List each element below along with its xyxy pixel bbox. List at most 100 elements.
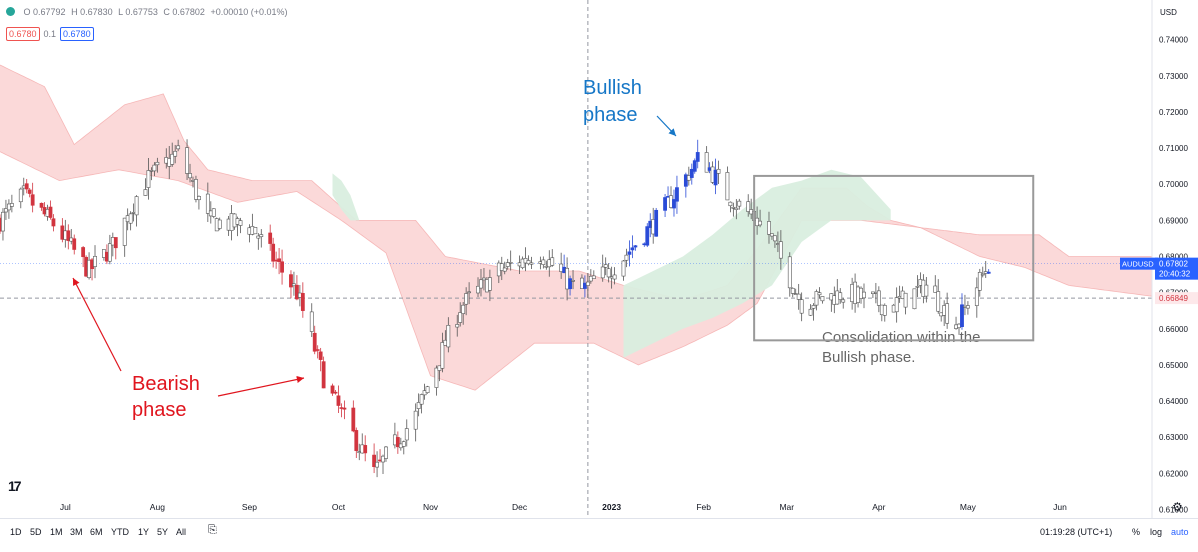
candle-body <box>903 292 908 308</box>
timeframe-1m-button[interactable]: 1M <box>50 527 63 537</box>
bearish-arrow-right <box>217 375 305 397</box>
candle-body <box>7 203 11 211</box>
candle-body <box>876 290 881 306</box>
candle-body <box>461 304 466 314</box>
timeframe-5d-button[interactable]: 5D <box>30 527 42 537</box>
candle-body <box>526 260 531 265</box>
percent-scale-button[interactable]: % <box>1132 527 1141 537</box>
candle-body <box>295 284 299 300</box>
consolidation-label-line: Bullish phase. <box>822 349 915 366</box>
candle-body <box>372 454 377 468</box>
log-scale-button[interactable]: log <box>1150 527 1163 537</box>
indicator-right-value: 0.6780 <box>60 27 94 41</box>
candle-body <box>808 308 813 316</box>
candle-body <box>663 197 667 211</box>
candle-body <box>24 183 29 190</box>
candle-body <box>933 285 938 293</box>
candle-body <box>155 161 160 166</box>
price-tick-label: 0.69000 <box>1159 216 1188 225</box>
timeframe-5y-button[interactable]: 5Y <box>157 527 169 537</box>
candle-body <box>568 278 572 290</box>
candle-body <box>695 152 700 162</box>
auto-scale-button[interactable]: auto <box>1171 527 1189 537</box>
last-price-countdown: 20:40:32 <box>1159 270 1191 279</box>
timeframe-ytd-button[interactable]: YTD <box>111 527 129 537</box>
timeframe-1y-button[interactable]: 1Y <box>138 527 150 537</box>
candle-body <box>585 281 590 286</box>
candle-body <box>1 211 5 232</box>
time-tick-label: Dec <box>512 502 528 512</box>
candle-body <box>796 293 801 300</box>
candle-body <box>502 267 507 272</box>
tradingview-logo-icon[interactable]: 17 <box>8 478 22 494</box>
bearish-arrow-left <box>72 277 122 372</box>
candle-body <box>342 407 347 410</box>
candle-body <box>541 259 546 265</box>
timeframe-3m-button[interactable]: 3M <box>70 527 83 537</box>
candle-body <box>143 189 148 196</box>
candle-body <box>945 303 950 324</box>
cloud-lower-edge <box>0 151 1153 391</box>
ohlc-legend: O 0.67792 H 0.67830 L 0.67753 C 0.67802 … <box>6 7 291 17</box>
candle-body <box>381 455 385 463</box>
price-tick-label: 0.68000 <box>1159 253 1188 262</box>
time-tick-label: Nov <box>423 502 439 512</box>
candle-body <box>746 201 751 212</box>
candle-body <box>134 196 139 216</box>
candle-body <box>93 255 97 267</box>
price-tick-label: 0.73000 <box>1159 72 1188 81</box>
candle-body <box>725 172 730 201</box>
candle-body <box>467 291 472 294</box>
candle-body <box>363 445 368 454</box>
price-tick-label: 0.72000 <box>1159 108 1188 117</box>
candle-body <box>413 410 418 430</box>
candle-body <box>351 407 356 432</box>
candle-body <box>936 291 941 312</box>
candle-body <box>627 251 632 255</box>
candle-body <box>630 247 635 251</box>
candle-body <box>479 279 483 289</box>
bullish-cloud-segment <box>332 173 369 221</box>
candle-body <box>256 235 261 239</box>
level-tag-value: 0.66849 <box>1159 294 1188 303</box>
candle-body <box>692 160 697 172</box>
candle-body <box>238 220 243 226</box>
timeframe-1d-button[interactable]: 1D <box>10 527 22 537</box>
candle-body <box>505 262 510 267</box>
time-axis[interactable]: Jul Aug Sep Oct Nov Dec 2023 Feb Mar Apr May Jun <box>60 502 1067 512</box>
candle-body <box>425 386 430 393</box>
candle-body <box>107 243 112 262</box>
candle-body <box>675 187 679 202</box>
clock-readout[interactable]: 01:19:28 (UTC+1) <box>1040 527 1113 537</box>
candle-body <box>81 247 86 258</box>
price-tick-label: 0.65000 <box>1159 361 1188 370</box>
candle-body <box>51 218 56 227</box>
indicator-legend[interactable]: 0.6780 0.1 0.6780 <box>6 27 94 41</box>
date-range-icon[interactable]: ⎘ <box>208 524 217 536</box>
candle-body <box>633 245 638 248</box>
candle-body <box>520 258 525 269</box>
candle-body <box>476 285 480 294</box>
candle-body <box>336 395 341 406</box>
candle-body <box>259 234 264 238</box>
price-axis[interactable]: 0.74000 0.73000 0.72000 0.71000 0.70000 0.690… <box>1120 36 1198 515</box>
candle-body <box>820 296 825 302</box>
currency-label[interactable]: USD <box>1160 8 1177 17</box>
candle-body <box>315 349 320 351</box>
gear-icon[interactable]: ⚙ <box>1172 500 1183 514</box>
candle-body <box>612 274 617 280</box>
candle-body <box>508 262 513 264</box>
candle-body <box>767 221 771 235</box>
candle-body <box>170 153 175 165</box>
timeframe-all-button[interactable]: All <box>176 527 187 537</box>
candle-body <box>27 189 32 194</box>
time-tick-label: Jul <box>60 502 71 512</box>
candle-body <box>271 243 276 262</box>
candle-body <box>487 277 492 291</box>
candle-body <box>591 275 596 279</box>
time-tick-label: Apr <box>872 502 885 512</box>
time-tick-label: Aug <box>150 502 165 512</box>
candle-body <box>482 277 486 281</box>
timeframe-6m-button[interactable]: 6M <box>90 527 103 537</box>
